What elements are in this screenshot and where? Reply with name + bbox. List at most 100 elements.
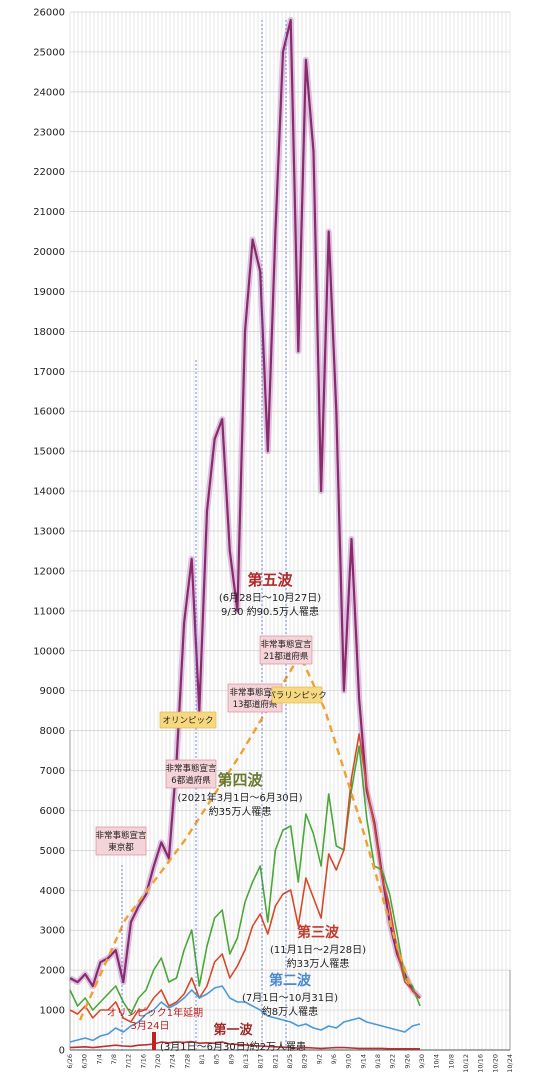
x-tick-label: 8/21 (271, 1054, 279, 1069)
tag-kinkyutokyo-box (95, 826, 147, 856)
y-tick-label: 25000 (33, 47, 65, 58)
y-tick-label: 0 (59, 1046, 65, 1057)
y-tick-label: 19000 (33, 287, 65, 298)
x-tick-label: 8/29 (301, 1054, 309, 1069)
wave-title: 第五波 (247, 571, 293, 589)
x-tick-label: 10/20 (491, 1054, 499, 1073)
inner-chart-panel (69, 730, 511, 1051)
tag-kinkyu13-text: 13都道府県 (233, 699, 278, 710)
series-fourth-line (69, 745, 421, 1015)
series-second-line (69, 985, 421, 1043)
x-tick-label: 9/10 (345, 1054, 353, 1069)
tag-paralympic-text: パラリンピック (267, 691, 327, 701)
x-tick-label: 7/16 (139, 1054, 147, 1069)
x-tick-label: 10/8 (447, 1054, 455, 1069)
y-tick-label: 12000 (33, 566, 65, 577)
x-tick-label: 9/6 (330, 1054, 338, 1064)
wave-period: (3月1日～6月30日)約2万人罹患 (160, 1040, 306, 1053)
olympic-postponed-date: 3月24日 (130, 1020, 169, 1032)
x-tick-label: 7/24 (169, 1054, 177, 1069)
wave-title: 第三波 (297, 924, 340, 941)
x-tick-label: 6/30 (81, 1054, 89, 1069)
x-tick-label: 9/14 (359, 1054, 367, 1069)
wave-period: (11月1日～2月28日) (270, 944, 366, 956)
x-tick-label: 9/2 (315, 1054, 323, 1064)
x-tick-label: 9/30 (418, 1054, 426, 1069)
y-tick-label: 2000 (40, 966, 65, 977)
olympic-postponed-marker (152, 1032, 156, 1050)
wave-period: (2021年3月1日～6月30日) (177, 791, 302, 804)
x-tick-label: 10/4 (433, 1054, 441, 1069)
x-tick-label: 10/12 (462, 1054, 470, 1073)
x-tick-label: 9/26 (403, 1054, 411, 1069)
y-tick-label: 16000 (33, 407, 65, 418)
y-tick-label: 14000 (33, 487, 65, 498)
series-third-line (69, 733, 421, 1023)
tag-kinkyutokyo-text: 東京都 (108, 842, 134, 853)
olympic-postponed-label: オリンピック1年延期 (107, 1006, 203, 1019)
y-tick-label: 7000 (40, 766, 65, 777)
x-axis: 6/26 6/30 7/4 7/8 7/12 7/16 7/20 7/24 7/28 8/1 8/5… (66, 1054, 514, 1073)
x-tick-label: 9/18 (374, 1054, 382, 1069)
wave-period: (7月1日～10月31日) (242, 992, 338, 1004)
x-tick-label: 6/26 (66, 1054, 74, 1069)
y-tick-label: 6000 (40, 806, 65, 817)
x-tick-label: 8/1 (198, 1054, 206, 1064)
y-tick-label: 8000 (40, 726, 65, 737)
series-layer (68, 17, 423, 1050)
x-tick-label: 9/22 (389, 1054, 397, 1069)
y-tick-label: 24000 (33, 87, 65, 98)
y-tick-label: 15000 (33, 447, 65, 458)
x-tick-label: 7/12 (125, 1054, 133, 1069)
series-first-line (69, 1040, 420, 1050)
tag-kinkyu21-text: 非常事態宣言 (260, 639, 312, 650)
y-tick-label: 22000 (33, 167, 65, 178)
x-tick-label: 8/17 (257, 1054, 265, 1069)
y-tick-label: 23000 (33, 127, 65, 138)
series-fifth-line (69, 18, 421, 999)
wave-title: 第一波 (213, 1022, 253, 1038)
y-tick-label: 10000 (33, 646, 65, 657)
x-tick-label: 7/28 (183, 1054, 191, 1069)
wave-cases: 約8万人罹患 (262, 1005, 318, 1018)
x-tick-label: 8/9 (227, 1054, 235, 1064)
tag-paralympic-box (271, 686, 323, 704)
x-tick-label: 10/24 (506, 1054, 514, 1073)
tag-kinkyu6-box (165, 759, 217, 789)
x-tick-label: 10/16 (477, 1054, 485, 1073)
x-tick-label: 8/13 (242, 1054, 250, 1069)
y-tick-label: 3000 (40, 926, 65, 937)
y-tick-label: 18000 (33, 327, 65, 338)
x-tick-label: 8/25 (286, 1054, 294, 1069)
tag-kinkyu6-text: 6都道府県 (171, 775, 211, 786)
tag-kinkyutokyo-text: 非常事態宣言 (95, 830, 147, 841)
tag-olympic-text: オリンピック (162, 716, 213, 726)
y-tick-label: 11000 (33, 606, 65, 617)
y-tick-label: 5000 (40, 846, 65, 857)
y-tick-label: 13000 (33, 527, 65, 538)
y-tick-label: 26000 (33, 8, 65, 19)
wave-cases: 約35万人罹患 (209, 805, 272, 818)
y-tick-label: 9000 (40, 686, 65, 697)
tag-kinkyu21-box (259, 635, 313, 665)
y-tick-label: 4000 (40, 886, 65, 897)
tag-kinkyu6-text: 非常事態宣言 (165, 763, 217, 774)
y-tick-label: 1000 (40, 1006, 65, 1017)
y-tick-label: 20000 (33, 247, 65, 258)
wave-cases: 9/30 約90.5万人罹患 (221, 605, 319, 618)
tag-kinkyu13-text: 非常事態宣言 (229, 687, 281, 698)
gridlines (69, 11, 511, 1051)
tag-olympic-box (159, 711, 217, 729)
wave-period: (6月28日～10月27日) (219, 592, 321, 604)
y-tick-label: 17000 (33, 367, 65, 378)
wave-title: 第四波 (217, 771, 263, 789)
x-tick-label: 7/20 (154, 1054, 162, 1069)
tag-kinkyu21-text: 21都道府県 (264, 651, 309, 662)
y-tick-label: 21000 (33, 207, 65, 218)
y-axis: 2600025000240002300022000210002000019000… (33, 8, 65, 1057)
x-tick-label: 8/5 (213, 1054, 221, 1064)
wave-cases: 約33万人罹患 (287, 957, 350, 970)
trend-envelope-line (78, 652, 412, 1021)
